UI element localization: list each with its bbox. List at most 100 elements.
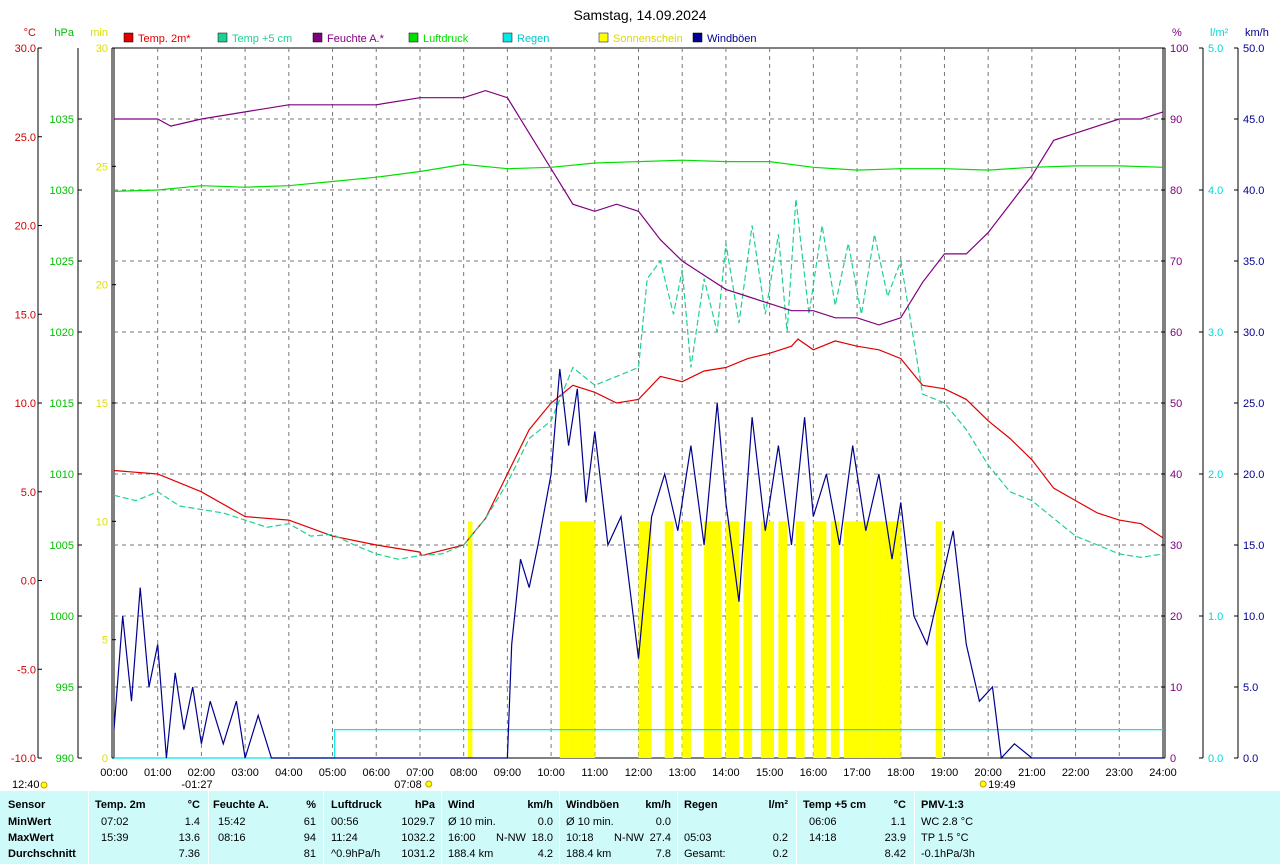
x-tick-label: 23:00	[1106, 767, 1134, 779]
rain-time: 05:03	[684, 832, 712, 844]
column-separator	[323, 791, 324, 864]
temp_c-tick-label: 10.0	[15, 398, 36, 410]
row-label: MaxWert	[8, 832, 54, 844]
gust-time: 188.4 km	[566, 848, 612, 860]
pressure-value: 1029.7	[401, 816, 435, 828]
sunshine-bar	[870, 521, 884, 758]
pressure_hpa-tick-label: 1000	[50, 611, 74, 623]
wind_kmh-tick-label: 0.0	[1243, 753, 1258, 765]
rain-value: 0.2	[772, 848, 788, 860]
t5cm-time: 06:06	[809, 816, 837, 828]
x-tick-label: 12:00	[625, 767, 653, 779]
column-separator	[677, 791, 678, 864]
pressure-time: ^0.9hPa/h	[331, 848, 381, 860]
sunshine-bars	[468, 521, 943, 758]
sunshine-bar	[778, 521, 788, 758]
wind_kmh-tick-label: 10.0	[1243, 611, 1264, 623]
humidity_pct-tick-label: 100	[1170, 43, 1188, 55]
wind_kmh-unit-label: km/h	[1245, 27, 1269, 39]
header-rain-unit: l/m²	[768, 799, 788, 811]
wind-value: 4.2	[537, 848, 553, 860]
wind_kmh-tick-label: 25.0	[1243, 398, 1264, 410]
sunshine_min-tick-label: 30	[96, 43, 108, 55]
column-separator	[559, 791, 560, 864]
sunshine-bar	[664, 521, 674, 758]
statistics-panel: Sensor Temp. 2m °C Feuchte A.% Luftdruck hPa W…	[0, 791, 1280, 864]
t5cm-time: 14:18	[809, 832, 837, 844]
x-tick-label: 07:00	[406, 767, 434, 779]
legend-swatch	[502, 32, 513, 43]
sunshine-bar	[830, 521, 840, 758]
sunshine_min-tick-label: 0	[102, 753, 108, 765]
x-tick-label: 17:00	[843, 767, 871, 779]
chart-series	[113, 89, 1164, 760]
series-line	[113, 159, 1164, 192]
wind-direction: N-NW	[496, 832, 526, 844]
temp_c-tick-label: 0.0	[21, 576, 36, 588]
humidity_pct-tick-label: 80	[1170, 185, 1182, 197]
wind-time: 16:00	[448, 832, 476, 844]
sunshine-bar	[883, 521, 901, 758]
humidity-value: 81	[303, 848, 316, 860]
pressure_hpa-tick-label: 990	[56, 753, 74, 765]
temp_c-tick-label: 30.0	[15, 43, 36, 55]
x-tick-label: 04:00	[275, 767, 303, 779]
rain_lm2-tick-label: 0.0	[1208, 753, 1223, 765]
x-tick-label: 18:00	[887, 767, 915, 779]
legend-swatch	[123, 32, 134, 43]
header-pressure: Luftdruck	[331, 799, 382, 811]
legend-label: Temp +5 cm	[232, 33, 292, 45]
rain_lm2-tick-label: 2.0	[1208, 469, 1223, 481]
legend-label: Sonnenschein	[613, 33, 683, 45]
header-wind-unit: km/h	[527, 799, 553, 811]
t5cm-value: 1.1	[890, 816, 906, 828]
column-separator	[914, 791, 915, 864]
legend-swatch	[408, 32, 419, 43]
x-tick-label: 13:00	[668, 767, 696, 779]
legend-swatch	[692, 32, 703, 43]
legend-swatch	[312, 32, 323, 43]
legend-label: Temp. 2m*	[138, 33, 191, 45]
t5cm-value: 23.9	[884, 832, 906, 844]
temp_c-unit-label: °C	[24, 27, 36, 39]
rain-time: Gesamt:	[684, 848, 726, 860]
x-tick-label: 09:00	[494, 767, 522, 779]
gust-value: 27.4	[649, 832, 671, 844]
temp_c-tick-label: -5.0	[17, 664, 36, 676]
sunrise-icon	[425, 780, 433, 788]
wind_kmh-tick-label: 40.0	[1243, 185, 1264, 197]
wind_kmh-tick-label: 30.0	[1243, 327, 1264, 339]
gust-value: 0.0	[655, 816, 671, 828]
wind_kmh-tick-label: 50.0	[1243, 43, 1264, 55]
x-tick-label: 24:00	[1149, 767, 1177, 779]
pressure-time: 11:24	[331, 832, 358, 844]
x-tick-label: 02:00	[188, 767, 216, 779]
wind_kmh-tick-label: 5.0	[1243, 682, 1258, 694]
humidity_pct-tick-label: 10	[1170, 682, 1182, 694]
header-temp2m-unit: °C	[187, 799, 200, 811]
humidity_pct-unit-label: %	[1172, 27, 1182, 39]
legend-swatch	[217, 32, 228, 43]
temp_c-tick-label: 5.0	[21, 487, 36, 499]
gust-time: Ø 10 min.	[566, 816, 614, 828]
sunset-time: 19:49	[988, 779, 1016, 790]
sunshine_min-tick-label: 20	[96, 280, 108, 292]
sunshine-bar	[935, 521, 943, 758]
header-gust: Windböen	[566, 799, 620, 811]
sunshine-bar	[760, 521, 774, 758]
header-sensor: Sensor	[8, 799, 46, 811]
series-line	[113, 368, 1163, 760]
x-tick-label: 15:00	[756, 767, 784, 779]
wind-time: Ø 10 min.	[448, 816, 496, 828]
x-tick-label: 11:00	[581, 767, 608, 779]
moonrise-icon	[40, 781, 48, 789]
wind-value: 18.0	[531, 832, 553, 844]
rain-value: 0.2	[772, 832, 788, 844]
pmv-value: WC 2.8 °C	[921, 816, 974, 828]
sunshine_min-tick-label: 10	[96, 516, 108, 528]
moonset-time: -01:27	[181, 779, 212, 790]
humidity_pct-tick-label: 50	[1170, 398, 1182, 410]
humidity_pct-tick-label: 0	[1170, 753, 1176, 765]
x-tick-label: 22:00	[1062, 767, 1090, 779]
pressure_hpa-tick-label: 1020	[50, 327, 74, 339]
